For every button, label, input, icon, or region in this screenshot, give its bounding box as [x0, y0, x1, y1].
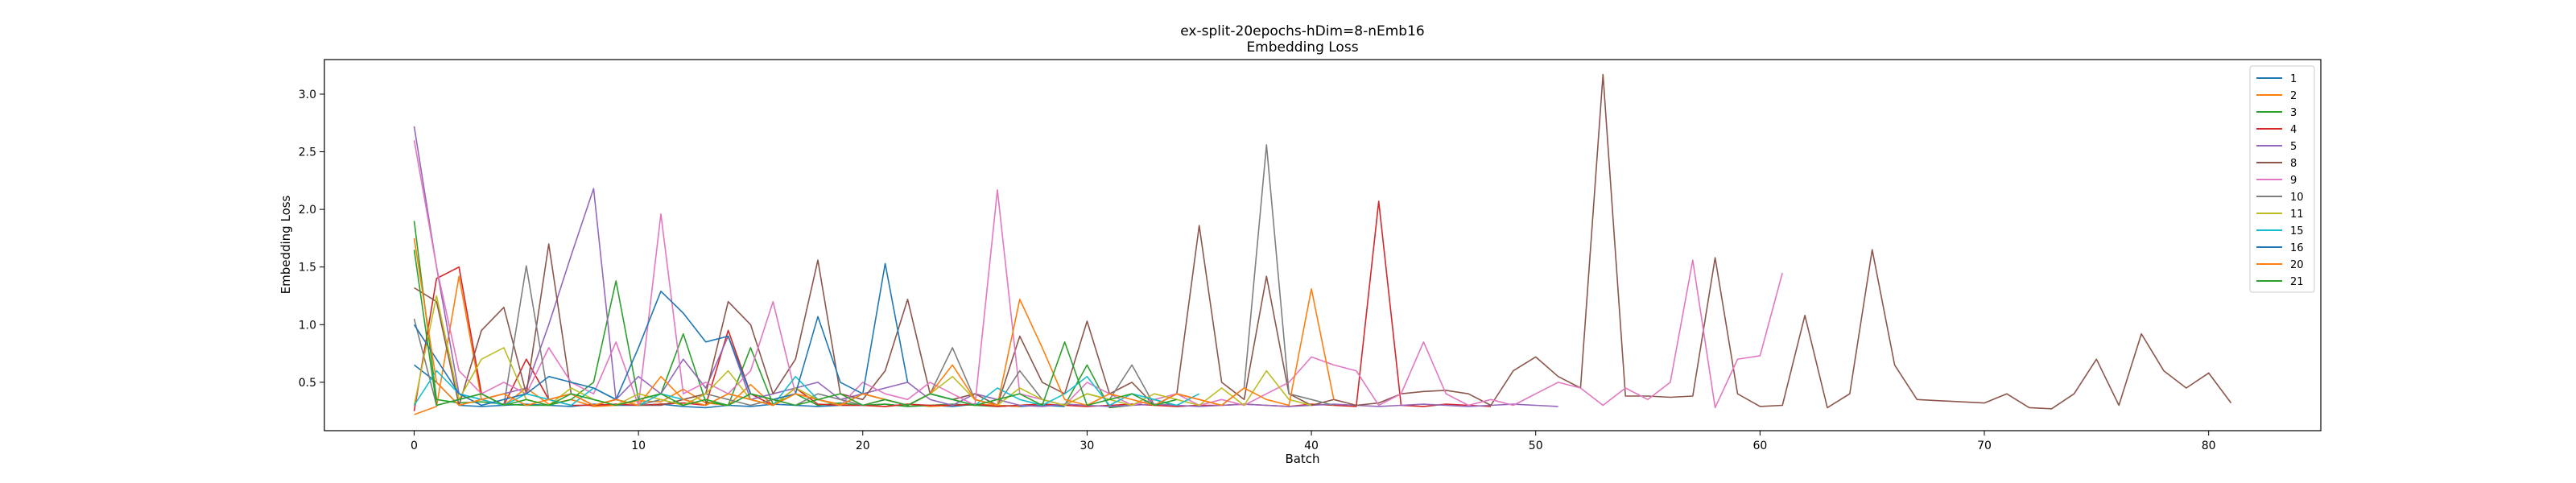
legend-label: 2: [2290, 90, 2297, 102]
x-axis-label: Batch: [1285, 452, 1319, 466]
y-tick-label: 0.5: [299, 377, 316, 390]
legend-label: 8: [2290, 158, 2297, 170]
series-line-20: [413, 237, 1335, 407]
x-tick-label: 70: [1977, 440, 1992, 452]
series-line-9: [413, 140, 1783, 409]
x-tick-label: 50: [1529, 440, 1543, 452]
y-tick-label: 2.5: [299, 147, 316, 159]
series-layer: [413, 73, 2232, 415]
y-tick-label: 1.0: [299, 319, 316, 332]
x-tick-label: 60: [1752, 440, 1767, 452]
legend-label: 11: [2290, 208, 2304, 221]
legend-label: 1: [2290, 73, 2297, 85]
x-tick-label: 80: [2202, 440, 2216, 452]
legend-label: 9: [2290, 175, 2297, 187]
legend-label: 16: [2290, 242, 2304, 254]
series-line-8: [414, 73, 2232, 410]
chart-title: ex-split-20epochs-hDim=8-nEmb16: [1180, 23, 1425, 39]
legend-label: 4: [2290, 124, 2297, 136]
series-line-5: [413, 126, 1558, 407]
x-tick-label: 20: [856, 440, 870, 452]
series-line-16: [413, 262, 909, 407]
legend-label: 21: [2290, 276, 2304, 288]
chart-subtitle: Embedding Loss: [1246, 39, 1358, 56]
y-axis-label: Embedding Loss: [279, 195, 293, 294]
axis-ticks: 0 10 20 30 40 50 60 70 80 0.5 1.0 1.5 2.0 2.5 3.0: [299, 89, 2216, 452]
x-tick-label: 10: [631, 440, 646, 452]
legend-label: 20: [2290, 259, 2304, 271]
series-line-1: [414, 364, 1065, 409]
legend: 1 2 3 4 5 8 9 10 11 15 16 20 21: [2249, 65, 2315, 293]
legend-label: 10: [2290, 192, 2304, 204]
series-line-15: [413, 369, 1200, 407]
y-tick-label: 2.0: [299, 204, 316, 217]
y-tick-label: 3.0: [299, 89, 316, 101]
legend-label: 5: [2290, 141, 2297, 153]
x-tick-label: 30: [1080, 440, 1095, 452]
legend-label: 15: [2290, 225, 2304, 237]
series-line-21: [413, 250, 1178, 407]
x-tick-label: 40: [1304, 440, 1319, 452]
x-tick-label: 0: [411, 440, 418, 452]
plot-area-frame: [324, 59, 2322, 431]
y-tick-label: 1.5: [299, 262, 316, 275]
legend-label: 3: [2290, 107, 2297, 119]
series-line-3: [413, 221, 1199, 409]
series-line-10: [413, 144, 1335, 407]
